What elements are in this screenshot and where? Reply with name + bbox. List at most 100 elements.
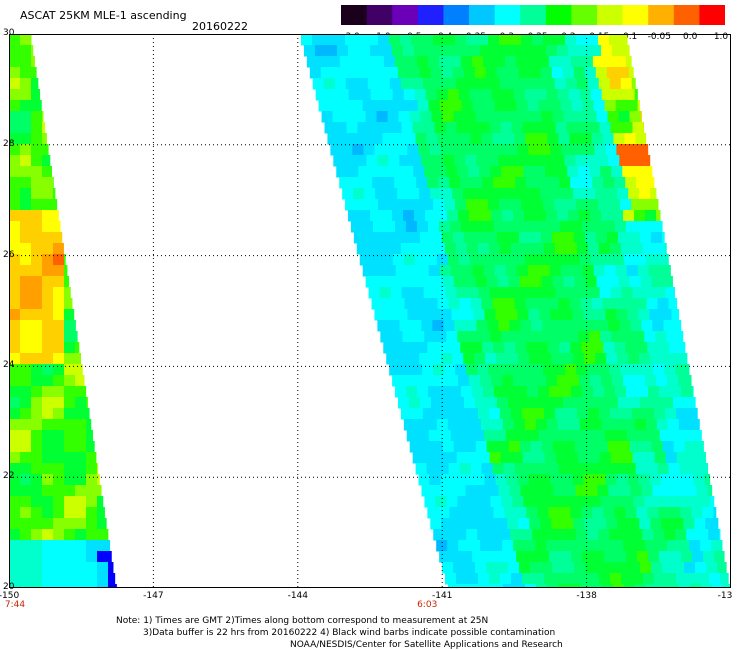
swath-cell [582, 386, 594, 398]
swath-cell [615, 551, 627, 563]
swath-cell [500, 122, 513, 134]
swath-cell [576, 78, 589, 90]
swath-cell [356, 34, 368, 46]
swath-cell [472, 100, 485, 112]
swath-cell [444, 34, 456, 46]
swath-cell [548, 177, 560, 189]
swath-cell [525, 133, 537, 145]
swath-cell [649, 474, 662, 486]
swath-cell [601, 419, 614, 431]
swath-cell [537, 507, 549, 519]
swath-cell [670, 430, 683, 442]
swath-cell [386, 353, 398, 365]
swath-cell [607, 276, 620, 288]
swath-cell [513, 375, 525, 387]
swath-cell [53, 496, 65, 508]
swath-cell [518, 518, 530, 530]
swath-cell [519, 562, 531, 574]
swath-cell [600, 45, 613, 57]
swath-cell [31, 474, 43, 486]
swath-cell [640, 111, 642, 123]
swath-cell [467, 122, 480, 134]
swath-cell [450, 386, 462, 398]
swath-cell [354, 111, 367, 123]
swath-cell [469, 419, 482, 431]
swath-cell [615, 100, 628, 112]
swath-cell [401, 287, 414, 299]
swath-cell [31, 364, 43, 376]
swath-cell [383, 221, 396, 233]
swath-cell [453, 441, 466, 453]
swath-cell [31, 463, 43, 475]
swath-cell [577, 287, 590, 299]
swath-cell [555, 122, 568, 134]
swath-cell [455, 78, 468, 90]
swath-cell [599, 287, 612, 299]
swath-cell [338, 133, 350, 145]
swath-cell [504, 507, 516, 519]
swath-cell [543, 78, 556, 90]
swath-cell [42, 188, 54, 200]
swath-cell [444, 529, 456, 541]
swath-cell [662, 441, 675, 453]
swath-cell [435, 45, 448, 57]
swath-cell [75, 331, 78, 343]
swath-cell [558, 463, 571, 475]
swath-cell [575, 320, 587, 332]
swath-cell [604, 430, 617, 442]
swath-cell [346, 122, 359, 134]
swath-cell [9, 342, 21, 354]
swath-cell [64, 331, 76, 343]
swath-cell [20, 78, 32, 90]
swath-cell [492, 463, 505, 475]
swath-cell [490, 45, 503, 57]
swath-cell [550, 309, 562, 321]
swath-cell [328, 56, 341, 68]
swath-cell [42, 562, 54, 574]
swath-cell [596, 441, 609, 453]
swath-cell [614, 342, 626, 354]
swath-cell [532, 364, 544, 376]
swath-cell [420, 111, 433, 123]
swath-cell [436, 210, 448, 222]
swath-cell [494, 551, 506, 563]
longitude-label: -150 [0, 591, 20, 601]
swath-cell [20, 166, 32, 178]
swath-cell [598, 243, 611, 255]
swath-cell [64, 408, 76, 420]
swath-cell [507, 353, 519, 365]
swath-cell [483, 551, 495, 563]
swath-cell [510, 573, 523, 585]
swath-cell [535, 584, 548, 588]
swath-cell [540, 397, 553, 409]
swath-cell [566, 122, 579, 134]
swath-cell [433, 199, 445, 211]
swath-cell [675, 529, 687, 541]
swath-cell [641, 155, 651, 167]
swath-cell [631, 364, 643, 376]
swath-cell [364, 188, 376, 200]
swath-cell [683, 397, 696, 409]
swath-cell [506, 144, 518, 156]
swath-cell [625, 56, 632, 68]
swath-cell [9, 562, 21, 574]
swath-cell [9, 375, 21, 387]
swath-cell [625, 342, 637, 354]
swath-cell [699, 496, 711, 508]
swath-cell [665, 287, 675, 299]
swath-cell [458, 584, 471, 588]
swath-cell [450, 551, 462, 563]
swath-cell [612, 254, 625, 266]
swath-cell [521, 34, 533, 46]
swath-cell [42, 254, 54, 266]
swath-cell [568, 419, 581, 431]
swath-cell [502, 375, 514, 387]
swath-cell [595, 397, 608, 409]
swath-cell [529, 353, 541, 365]
swath-cell [423, 122, 436, 134]
swath-cell [53, 474, 65, 486]
swath-cell [530, 111, 543, 123]
swath-cell [471, 56, 484, 68]
swath-cell [510, 364, 522, 376]
swath-cell [574, 276, 587, 288]
